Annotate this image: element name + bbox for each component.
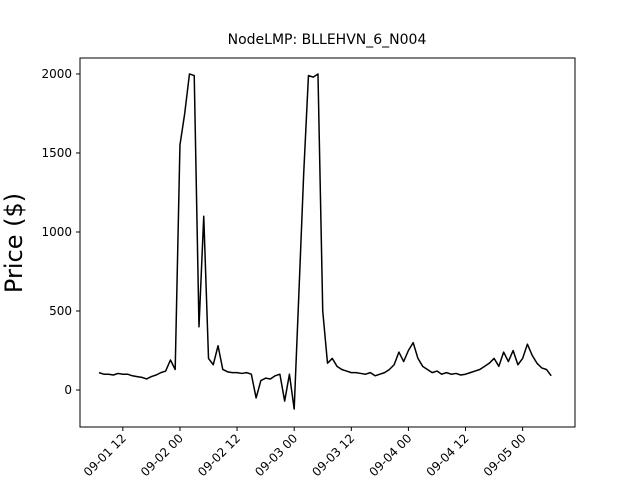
y-tick-label: 1500 <box>41 146 72 160</box>
y-tick-label: 500 <box>49 304 72 318</box>
price-line <box>98 73 552 410</box>
plot-frame <box>79 57 576 428</box>
y-tick-label: 0 <box>64 383 72 397</box>
y-axis-label: Price ($) <box>0 193 28 293</box>
y-tick-label: 1000 <box>41 225 72 239</box>
y-tick-label: 2000 <box>41 67 72 81</box>
chart-title: NodeLMP: BLLEHVN_6_N004 <box>228 32 427 48</box>
